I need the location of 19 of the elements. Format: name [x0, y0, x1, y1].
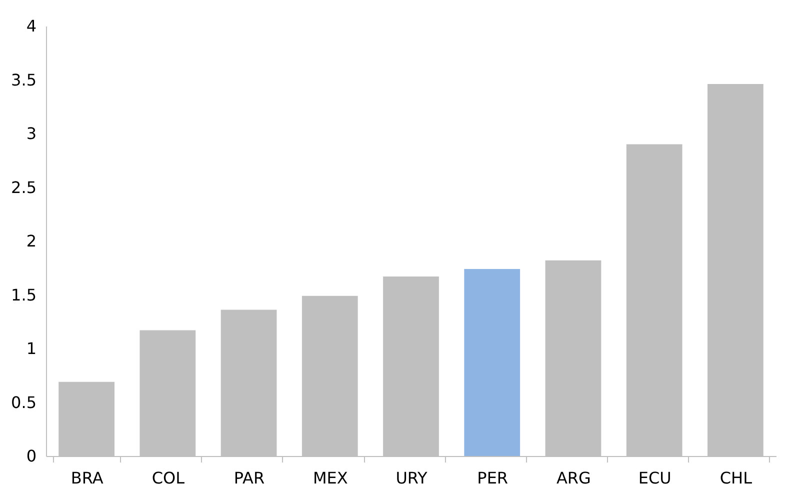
y-tick-label: 0: [26, 446, 36, 466]
x-tick-label: BRA: [70, 468, 104, 487]
x-tick-label: URY: [396, 468, 428, 487]
x-tick-label: ECU: [638, 468, 672, 487]
x-tick-label: PER: [477, 468, 508, 487]
y-tick-label: 0.5: [11, 392, 36, 412]
y-tick-label: 1.5: [11, 285, 36, 304]
y-tick-label: 4: [26, 16, 36, 36]
x-tick-label: PAR: [234, 468, 265, 487]
y-tick-label: 3.5: [11, 70, 36, 90]
x-tick-label: MEX: [312, 468, 348, 487]
bar: [464, 268, 520, 456]
x-tick-label: COL: [152, 468, 185, 487]
x-tick-label: ARG: [556, 468, 591, 487]
x-tick-label: CHL: [720, 468, 752, 487]
y-tick-label: 3: [26, 124, 36, 143]
y-tick-label: 1: [26, 339, 36, 358]
y-tick-label: 2.5: [11, 178, 36, 197]
y-tick-label: 2: [26, 232, 36, 250]
